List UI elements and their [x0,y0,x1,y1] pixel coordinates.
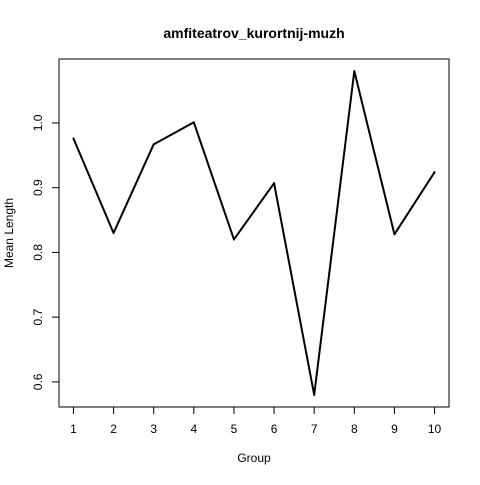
x-axis-label: Group [237,451,271,465]
data-point [193,121,195,123]
y-axis: 0.6 0.7 0.8 0.9 1.0 [31,114,59,390]
data-point [273,182,275,184]
x-tick-label: 9 [391,422,398,436]
x-tick-label: 8 [351,422,358,436]
data-point [72,137,74,139]
x-axis: 1 2 3 4 5 6 7 8 9 10 [70,407,441,436]
data-point [353,70,355,72]
y-tick-label: 0.8 [31,244,45,261]
data-point [233,238,235,240]
plot-frame [59,59,449,407]
data-point [393,233,395,235]
data-point [113,232,115,234]
y-tick-label: 0.9 [31,179,45,196]
x-tick-label: 2 [110,422,117,436]
x-tick-label: 10 [428,422,442,436]
y-tick-label: 0.7 [31,308,45,325]
data-point [313,394,315,396]
series-layer [72,70,435,396]
x-tick-label: 1 [70,422,77,436]
y-tick-label: 1.0 [31,114,45,131]
data-point [153,143,155,145]
x-tick-label: 3 [150,422,157,436]
x-tick-label: 4 [190,422,197,436]
chart-title: amfiteatrov_kurortnij-muzh [163,25,344,41]
x-tick-label: 7 [311,422,318,436]
x-tick-label: 6 [271,422,278,436]
y-tick-label: 0.6 [31,373,45,390]
y-axis-label: Mean Length [2,198,16,268]
series-line [73,71,434,395]
data-point [434,171,436,173]
x-tick-label: 5 [231,422,238,436]
